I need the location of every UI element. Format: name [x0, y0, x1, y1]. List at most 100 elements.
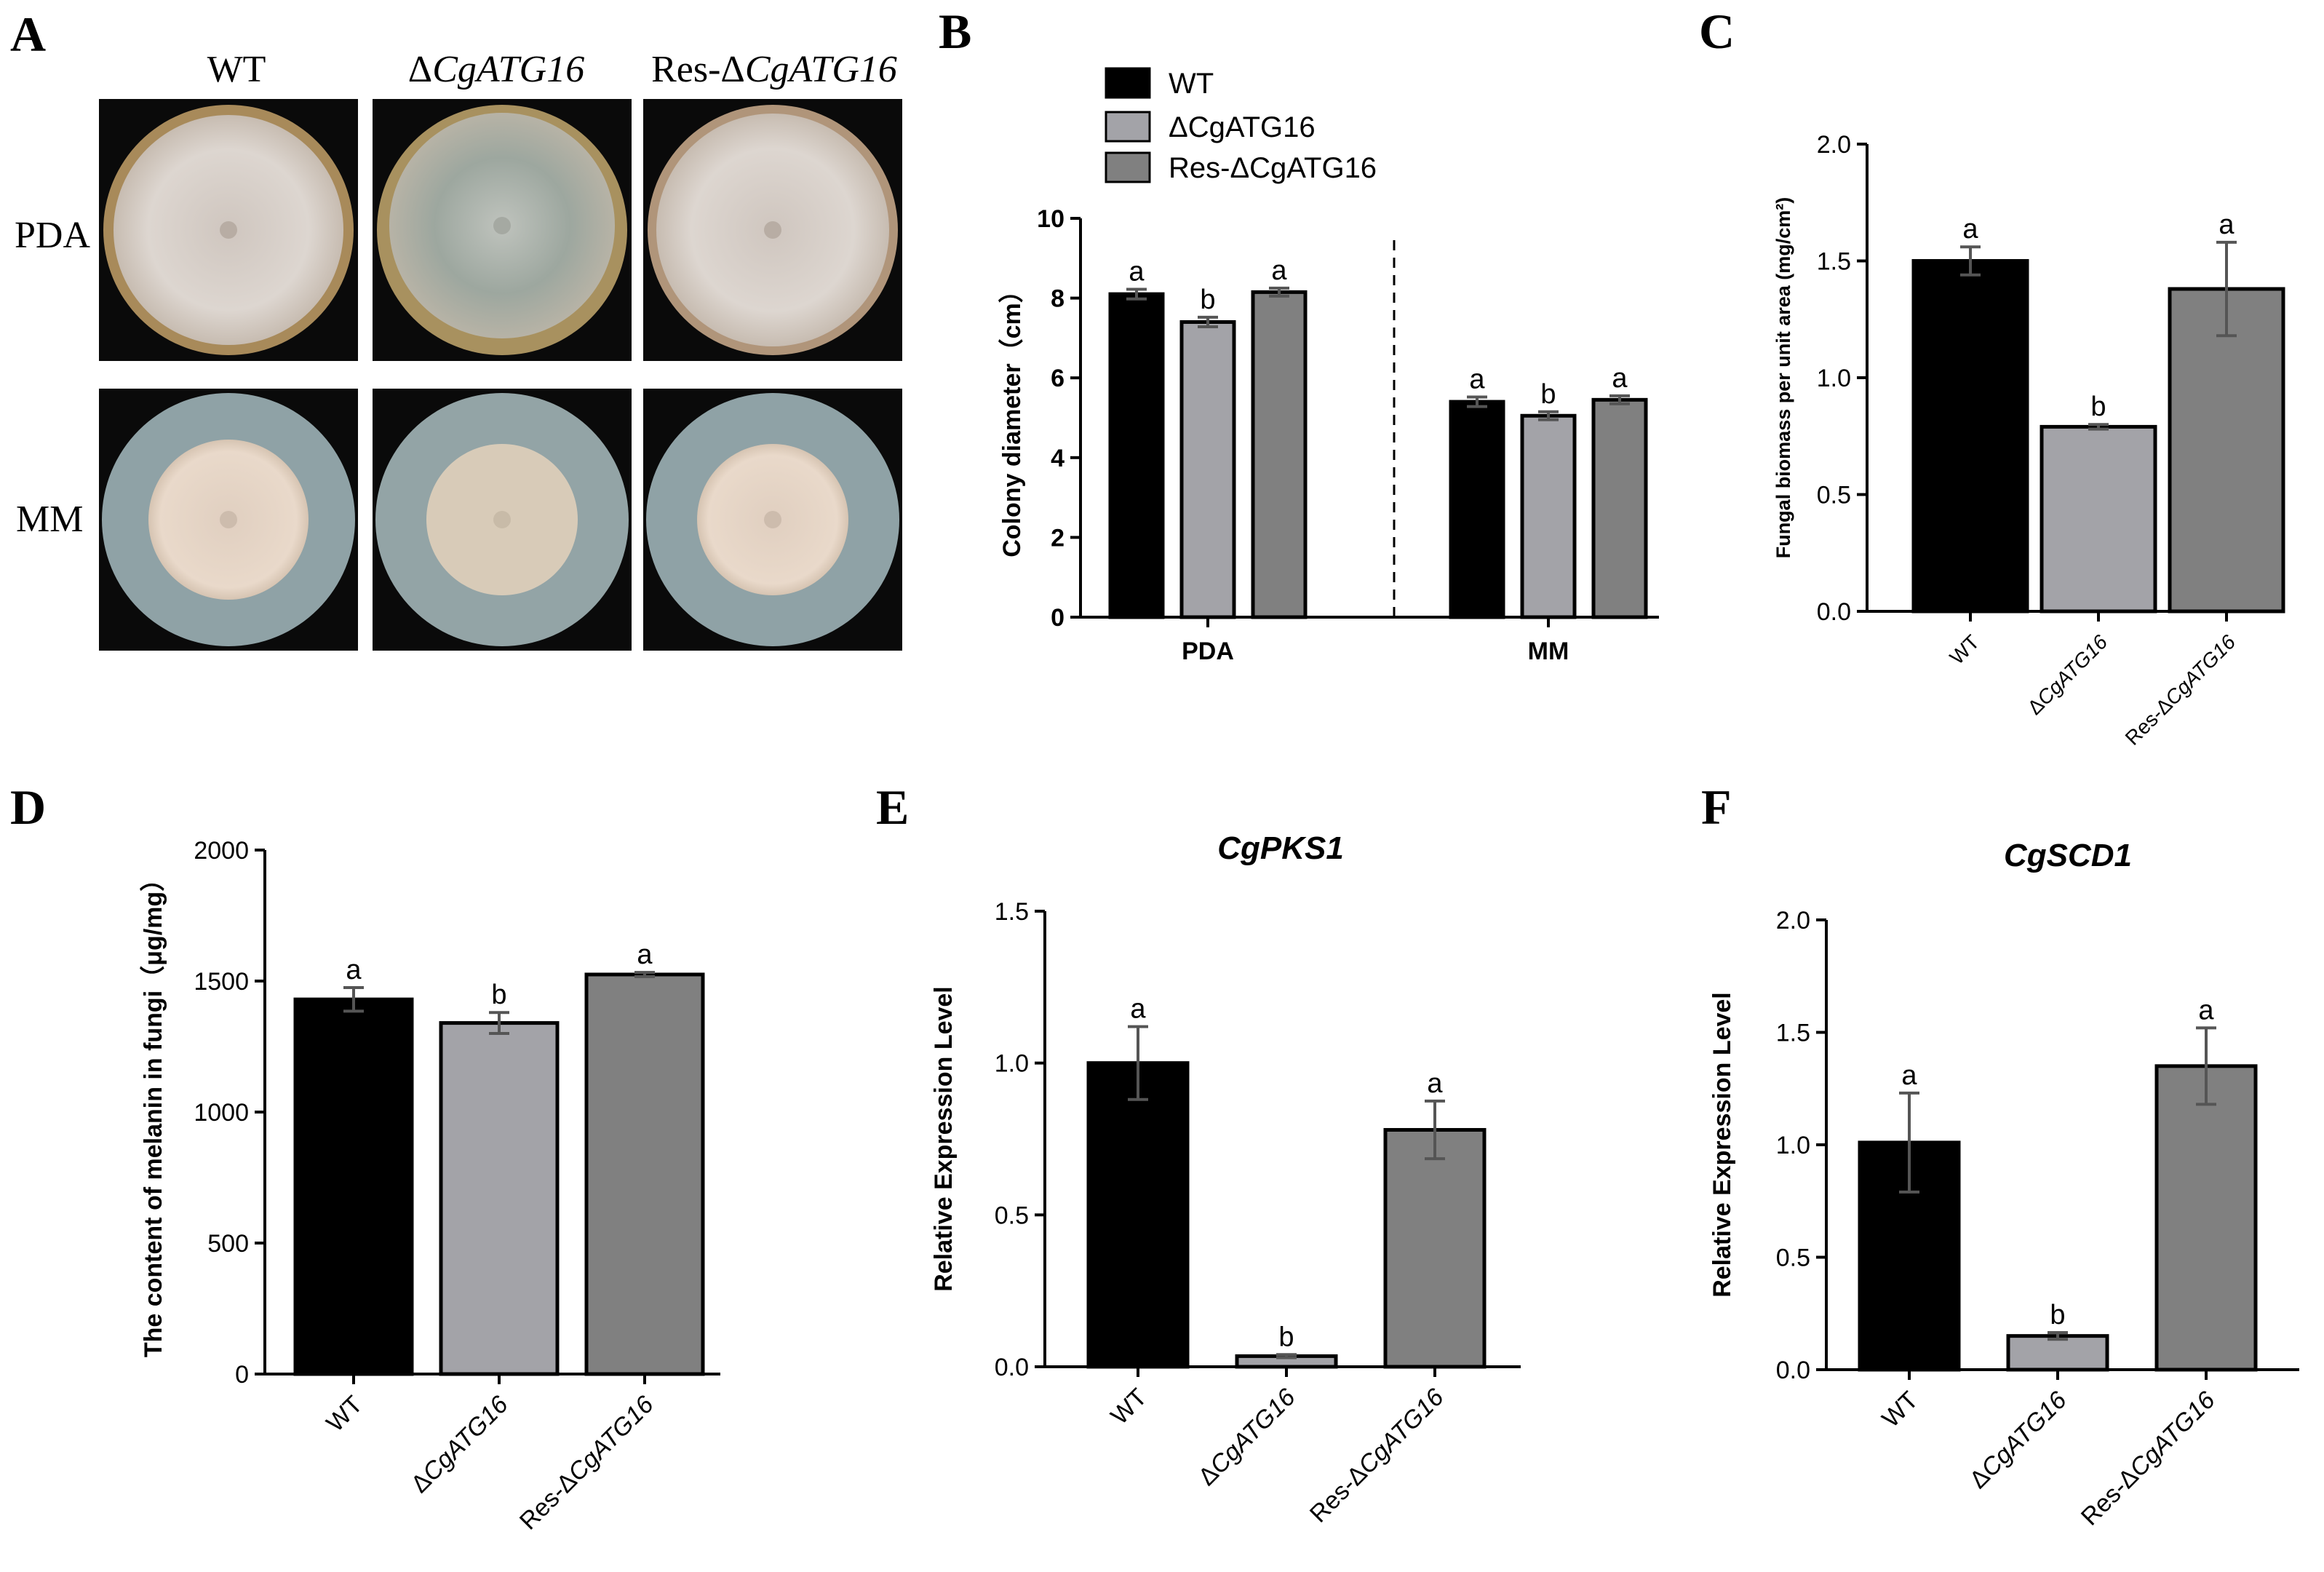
- chart-b-ylabel: Colony diameter（cm）: [998, 278, 1026, 557]
- chart-f-cgscd1-expression: 0.0 0.5 1.0 1.5 2.0 Relative Expression Level…: [1708, 838, 2299, 1531]
- chart-e-cgpks1-expression: 0.0 0.5 1.0 1.5 Relative Expression Level CgP…: [930, 830, 1521, 1528]
- chart-c-bar: [1911, 259, 2029, 614]
- chart-f-title: CgSCD1: [2004, 838, 2132, 873]
- legend-swatch-wt: [1105, 67, 1151, 99]
- legend-swatch-mutant: [1105, 111, 1151, 143]
- chart-b-bar: [1108, 292, 1165, 619]
- panel-a-photos: WT ΔCgATG16 Res-ΔCgATG16 PDA MM: [15, 49, 902, 651]
- photo-header-wt: WT: [207, 49, 266, 90]
- legend-label-res: Res-ΔCgATG16: [1169, 152, 1377, 184]
- chart-e-xtick-label: WT: [1105, 1384, 1152, 1430]
- panel-letter-d: D: [10, 779, 46, 835]
- chart-d-bar: [584, 972, 705, 1376]
- chart-b-sig-label: a: [1612, 363, 1628, 394]
- chart-c-ytick-label: 2.0: [1817, 131, 1851, 159]
- chart-c-ytick-label: 1.5: [1817, 248, 1851, 276]
- chart-d-ytick-label: 0: [235, 1361, 249, 1389]
- chart-b-ytick-label: 4: [1051, 445, 1064, 472]
- chart-e-title: CgPKS1: [1217, 830, 1344, 866]
- legend-swatch-res: [1105, 151, 1151, 183]
- chart-e-bar: [1383, 1127, 1487, 1369]
- panel-letter-b: B: [939, 4, 971, 59]
- chart-c-ytick-label: 1.0: [1817, 365, 1851, 392]
- plate-pda-res: [643, 99, 902, 361]
- chart-d-ylabel: The content of melanin in fungi（μg/mg）: [139, 867, 167, 1357]
- chart-b-ytick-label: 6: [1051, 365, 1064, 392]
- chart-f-ytick-label: 1.5: [1776, 1020, 1810, 1047]
- chart-d-bar: [439, 1021, 560, 1376]
- legend-b: WT ΔCgATG16 Res-ΔCgATG16: [1105, 67, 1377, 184]
- chart-f-xtick-label: Res-ΔCgATG16: [2076, 1386, 2221, 1531]
- chart-d-bar: [293, 997, 414, 1376]
- photo-row-label-mm: MM: [16, 499, 83, 540]
- chart-c-bar: [2040, 424, 2157, 614]
- chart-d-sig-label: b: [491, 980, 506, 1010]
- chart-c-fungal-biomass: 0.0 0.5 1.0 1.5 2.0 Fungal biomass per unit a…: [1772, 131, 2285, 750]
- chart-e-xtick-label: ΔCgATG16: [1193, 1384, 1301, 1491]
- chart-f-bar: [2006, 1334, 2109, 1372]
- plate-pda-mutant: [373, 99, 632, 361]
- chart-e-sig-label: b: [1278, 1322, 1294, 1352]
- chart-f-bar: [2154, 1064, 2258, 1372]
- chart-c-xtick-label: WT: [1946, 630, 1984, 669]
- chart-b-xtick-label: MM: [1528, 638, 1569, 665]
- chart-f-ylabel: Relative Expression Level: [1708, 992, 1736, 1298]
- chart-d-sig-label: a: [637, 940, 653, 970]
- chart-b-sig-label: b: [1540, 379, 1556, 410]
- panel-letter-f: F: [1701, 779, 1732, 835]
- chart-c-xtick-label: ΔCgATG16: [2023, 630, 2112, 719]
- chart-c-sig-label: a: [2218, 210, 2235, 240]
- chart-d-melanin-content: 0 500 1000 1500 2000 The content of melanin i…: [139, 837, 720, 1536]
- panel-letter-e: E: [876, 779, 909, 835]
- chart-b-ytick-label: 0: [1051, 604, 1064, 632]
- chart-f-xtick-label: WT: [1877, 1386, 1923, 1433]
- chart-e-sig-label: a: [1427, 1068, 1443, 1099]
- chart-e-ytick-label: 0.5: [995, 1202, 1029, 1229]
- chart-e-xtick-label: Res-ΔCgATG16: [1305, 1384, 1449, 1528]
- chart-c-sig-label: b: [2090, 392, 2106, 422]
- chart-b-colony-diameter: 0 2 4 6 8 10 Colony diameter（cm） a b a PDA a b a MM: [998, 205, 1659, 665]
- plate-pda-wt: [99, 99, 358, 361]
- chart-f-xtick-label: ΔCgATG16: [1965, 1386, 2072, 1494]
- plate-mm-wt: [99, 389, 358, 651]
- chart-d-xtick-label: ΔCgATG16: [406, 1391, 514, 1498]
- chart-f-sig-label: a: [1901, 1060, 1917, 1091]
- chart-c-ytick-label: 0.5: [1817, 482, 1851, 509]
- chart-f-sig-label: b: [2050, 1300, 2065, 1330]
- chart-f-ytick-label: 0.0: [1776, 1357, 1810, 1384]
- chart-e-ylabel: Relative Expression Level: [930, 986, 958, 1292]
- chart-d-ytick-label: 1500: [194, 968, 249, 996]
- photo-header-mutant: ΔCgATG16: [408, 49, 584, 90]
- chart-b-ytick-label: 10: [1037, 205, 1064, 233]
- legend-label-mutant: ΔCgATG16: [1169, 111, 1316, 143]
- chart-d-ytick-label: 500: [207, 1230, 249, 1258]
- chart-b-xtick-label: PDA: [1182, 638, 1234, 665]
- chart-c-xtick-label: Res-ΔCgATG16: [2121, 630, 2240, 750]
- chart-f-ytick-label: 1.0: [1776, 1132, 1810, 1159]
- photo-row-label-pda: PDA: [15, 215, 90, 256]
- chart-f-sig-label: a: [2198, 995, 2214, 1025]
- chart-c-sig-label: a: [1962, 214, 1978, 245]
- chart-c-bar: [2168, 287, 2285, 614]
- chart-e-bar: [1086, 1061, 1190, 1369]
- chart-d-sig-label: a: [346, 955, 362, 985]
- chart-e-ytick-label: 0.0: [995, 1354, 1029, 1381]
- chart-b-bar: [1179, 319, 1236, 619]
- plate-mm-mutant: [373, 389, 632, 651]
- chart-b-bar: [1591, 397, 1648, 619]
- chart-f-ytick-label: 2.0: [1776, 907, 1810, 934]
- panel-letter-a: A: [10, 7, 46, 62]
- chart-d-ytick-label: 1000: [194, 1099, 249, 1127]
- chart-d-xtick-label: Res-ΔCgATG16: [514, 1391, 659, 1536]
- chart-b-sig-label: a: [1271, 255, 1287, 286]
- chart-b-sig-label: b: [1200, 285, 1215, 315]
- chart-b-bar: [1251, 290, 1308, 619]
- panel-letter-c: C: [1699, 4, 1735, 59]
- chart-d-ytick-label: 2000: [194, 837, 249, 865]
- chart-b-bar: [1449, 400, 1505, 619]
- chart-b-ytick-label: 8: [1051, 285, 1064, 313]
- chart-b-bar: [1520, 413, 1577, 619]
- chart-b-sig-label: a: [1469, 365, 1485, 395]
- chart-f-ytick-label: 0.5: [1776, 1244, 1810, 1272]
